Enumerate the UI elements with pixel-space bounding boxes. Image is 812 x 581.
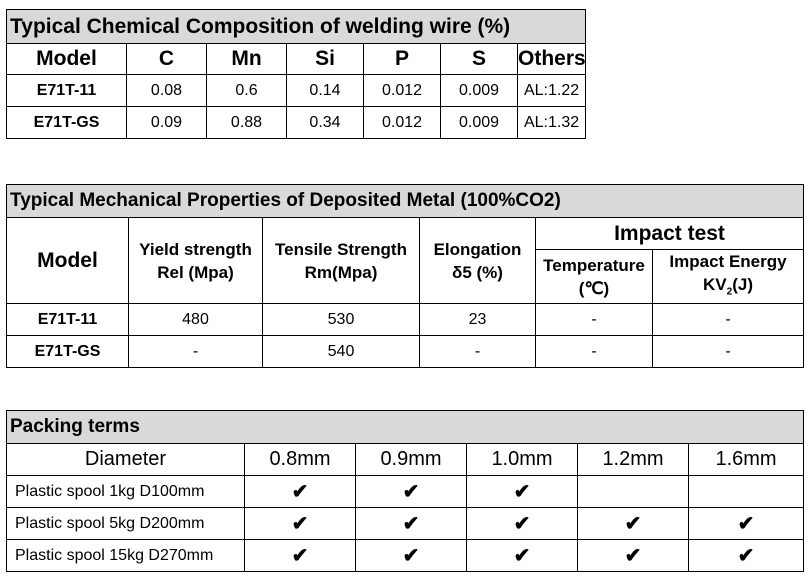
mech-header-tensile: Tensile Strength Rm(Mpa): [262, 216, 420, 305]
mech-value: 540: [262, 335, 420, 369]
pack-header-size: 1.2mm: [577, 443, 689, 476]
mech-value: -: [652, 335, 804, 369]
chemical-composition-table: Typical Chemical Composition of welding …: [5, 9, 587, 139]
mech-value: 480: [128, 303, 263, 337]
pack-header-size: 0.8mm: [244, 443, 356, 476]
chem-value: 0.009: [440, 106, 518, 139]
chem-header-si: Si: [286, 43, 364, 75]
pack-header-diameter: Diameter: [6, 443, 245, 476]
mech-header-model: Model: [6, 216, 129, 305]
mech-value: 23: [419, 303, 536, 337]
mech-value: -: [419, 335, 536, 369]
chem-value: AL:1.32: [516, 106, 587, 139]
table-row: E71T-11 480 530 23 - -: [6, 303, 804, 337]
pack-row-label: Plastic spool 1kg D100mm: [6, 475, 245, 508]
table-row: E71T-11 0.08 0.6 0.14 0.012 0.009 AL:1.2…: [6, 74, 587, 107]
table-row: Plastic spool 5kg D200mm ✔ ✔ ✔ ✔ ✔: [6, 507, 805, 540]
pack-header-size: 0.9mm: [355, 443, 467, 476]
mech-value: -: [652, 303, 804, 337]
mech-header-impact: Impact test: [535, 217, 804, 250]
table-row: E71T-GS 0.09 0.88 0.34 0.012 0.009 AL:1.…: [6, 106, 587, 139]
chem-value: 0.14: [286, 74, 364, 107]
chem-header-mn: Mn: [206, 43, 287, 75]
chem-header-s: S: [440, 43, 518, 75]
chem-header-c: C: [126, 43, 207, 75]
chem-value: 0.08: [126, 74, 207, 107]
mech-title: Typical Mechanical Properties of Deposit…: [6, 184, 804, 218]
chem-value: AL:1.22: [516, 74, 587, 107]
chem-model: E71T-GS: [6, 106, 127, 139]
check-icon: ✔: [244, 539, 356, 572]
mechanical-properties-table: Typical Mechanical Properties of Deposit…: [6, 184, 804, 369]
pack-row-label: Plastic spool 15kg D270mm: [6, 539, 245, 572]
mech-model: E71T-GS: [6, 335, 129, 369]
chem-model: E71T-11: [6, 74, 127, 107]
mech-header-elongation: Elongation δ5 (%): [419, 216, 536, 305]
mech-model: E71T-11: [6, 303, 129, 337]
chem-value: 0.009: [440, 74, 518, 107]
pack-row-label: Plastic spool 5kg D200mm: [6, 507, 245, 540]
empty-cell: [577, 475, 689, 508]
pack-header-size: 1.6mm: [687, 443, 805, 476]
mech-value: -: [535, 335, 653, 369]
pack-header-size: 1.0mm: [466, 443, 578, 476]
check-icon: ✔: [355, 507, 467, 540]
check-icon: ✔: [687, 539, 805, 572]
chem-value: 0.34: [286, 106, 364, 139]
chem-header-p: P: [363, 43, 441, 75]
chem-value: 0.09: [126, 106, 207, 139]
table-row: E71T-GS - 540 - - -: [6, 335, 804, 369]
chem-value: 0.6: [206, 74, 287, 107]
mech-value: 530: [262, 303, 420, 337]
check-icon: ✔: [244, 475, 356, 508]
check-icon: ✔: [687, 507, 805, 540]
check-icon: ✔: [244, 507, 356, 540]
packing-terms-table: Packing terms Diameter 0.8mm 0.9mm 1.0mm…: [5, 410, 805, 572]
mech-value: -: [535, 303, 653, 337]
chem-header-model: Model: [6, 43, 127, 75]
mech-value: -: [128, 335, 263, 369]
chem-value: 0.88: [206, 106, 287, 139]
chem-value: 0.012: [363, 74, 441, 107]
mech-header-temperature: Temperature (℃): [535, 248, 653, 305]
check-icon: ✔: [577, 507, 689, 540]
check-icon: ✔: [355, 475, 467, 508]
check-icon: ✔: [355, 539, 467, 572]
table-row: Plastic spool 15kg D270mm ✔ ✔ ✔ ✔ ✔: [6, 539, 805, 572]
chem-value: 0.012: [363, 106, 441, 139]
table-row: Plastic spool 1kg D100mm ✔ ✔ ✔: [6, 475, 805, 508]
chem-header-others: Others: [516, 43, 587, 75]
chem-title: Typical Chemical Composition of welding …: [5, 9, 587, 44]
mech-header-yield: Yield strength Rel (Mpa): [128, 216, 263, 305]
mech-header-impact-energy: Impact Energy KV2(J): [652, 248, 804, 305]
pack-title: Packing terms: [5, 410, 805, 444]
check-icon: ✔: [466, 507, 578, 540]
check-icon: ✔: [577, 539, 689, 572]
check-icon: ✔: [466, 475, 578, 508]
check-icon: ✔: [466, 539, 578, 572]
empty-cell: [687, 475, 805, 508]
